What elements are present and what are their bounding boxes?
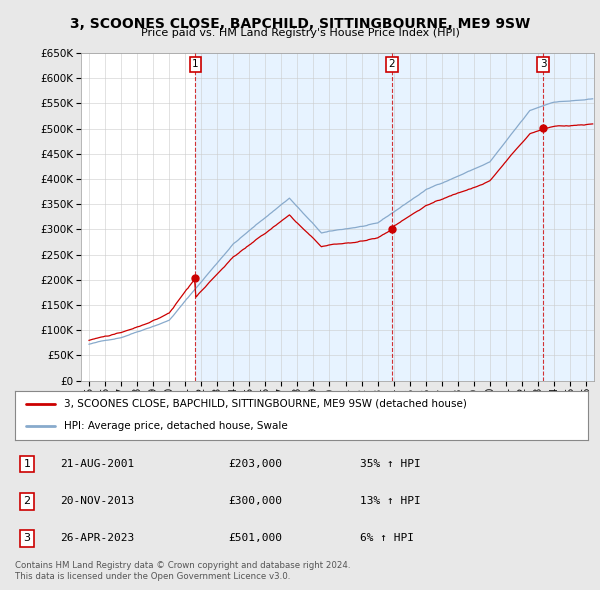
- Bar: [196, 53, 392, 381]
- Text: £501,000: £501,000: [228, 533, 282, 543]
- Bar: [392, 53, 543, 381]
- Text: 26-APR-2023: 26-APR-2023: [60, 533, 134, 543]
- Text: 3: 3: [23, 533, 31, 543]
- Text: 3: 3: [540, 59, 547, 69]
- Text: 1: 1: [192, 59, 199, 69]
- Text: £300,000: £300,000: [228, 496, 282, 506]
- Text: 2: 2: [389, 59, 395, 69]
- Bar: [543, 53, 594, 381]
- Text: This data is licensed under the Open Government Licence v3.0.: This data is licensed under the Open Gov…: [15, 572, 290, 581]
- Text: 35% ↑ HPI: 35% ↑ HPI: [360, 459, 421, 469]
- Text: 6% ↑ HPI: 6% ↑ HPI: [360, 533, 414, 543]
- Text: 20-NOV-2013: 20-NOV-2013: [60, 496, 134, 506]
- Text: 21-AUG-2001: 21-AUG-2001: [60, 459, 134, 469]
- Text: 2: 2: [23, 496, 31, 506]
- Text: 3, SCOONES CLOSE, BAPCHILD, SITTINGBOURNE, ME9 9SW (detached house): 3, SCOONES CLOSE, BAPCHILD, SITTINGBOURN…: [64, 399, 467, 409]
- Text: £203,000: £203,000: [228, 459, 282, 469]
- Text: 13% ↑ HPI: 13% ↑ HPI: [360, 496, 421, 506]
- Text: 3, SCOONES CLOSE, BAPCHILD, SITTINGBOURNE, ME9 9SW: 3, SCOONES CLOSE, BAPCHILD, SITTINGBOURN…: [70, 17, 530, 31]
- Text: 1: 1: [23, 459, 31, 469]
- Text: Contains HM Land Registry data © Crown copyright and database right 2024.: Contains HM Land Registry data © Crown c…: [15, 561, 350, 570]
- Text: Price paid vs. HM Land Registry's House Price Index (HPI): Price paid vs. HM Land Registry's House …: [140, 28, 460, 38]
- Text: HPI: Average price, detached house, Swale: HPI: Average price, detached house, Swal…: [64, 421, 287, 431]
